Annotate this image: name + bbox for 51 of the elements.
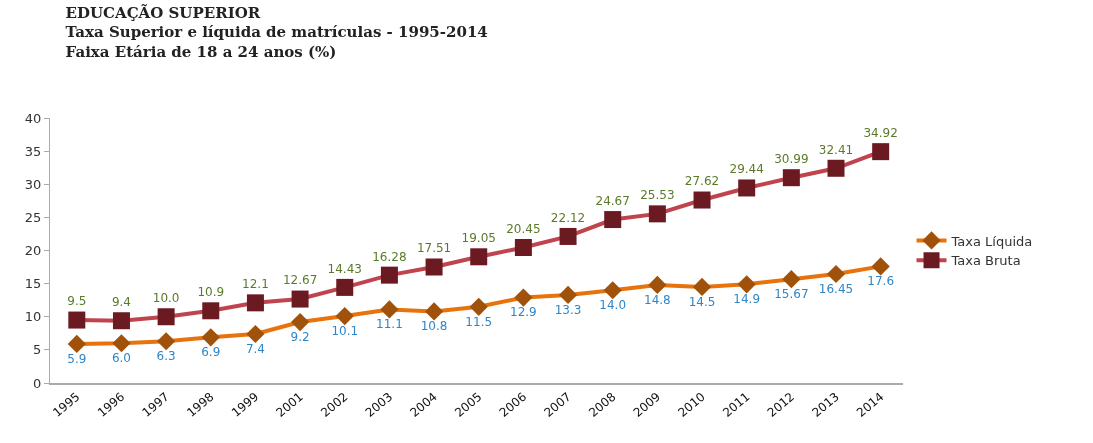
- data-label: 12.9: [510, 305, 537, 320]
- data-label: 14.0: [599, 298, 627, 312]
- data-label: 29.44: [729, 162, 764, 177]
- data-label: 6.0: [111, 351, 132, 365]
- legend-label: Taxa Bruta: [950, 253, 1021, 269]
- chart-subtitle: Taxa Superior e líquida de matrículas - 1995-2014 Faixa Etária de 18 a 24 anos (%): [65, 23, 488, 61]
- data-label: 17.6: [867, 274, 895, 289]
- y-tick-label: 20: [24, 243, 42, 259]
- data-label: 6.3: [156, 349, 176, 364]
- data-label: 10.8: [420, 319, 448, 334]
- data-label: 9.4: [111, 295, 132, 310]
- data-label: 22.12: [550, 210, 586, 225]
- data-label: 12.67: [282, 273, 318, 288]
- data-label: 14.43: [327, 261, 362, 276]
- y-tick-label: 15: [24, 276, 42, 292]
- data-label: 30.99: [774, 152, 809, 167]
- data-label: 17.51: [416, 241, 452, 256]
- data-label: 12.1: [242, 277, 269, 292]
- data-label: 11.1: [376, 317, 403, 332]
- data-label: 24.67: [595, 193, 630, 208]
- data-label: 32.41: [818, 142, 854, 157]
- data-label: 5.9: [67, 351, 87, 366]
- data-label: 20.45: [506, 221, 541, 236]
- data-label: 15.67: [774, 286, 809, 301]
- data-label: 6.9: [201, 345, 221, 360]
- chart-title: EDUCAÇÃO SUPERIOR: [65, 2, 261, 22]
- data-label: 14.8: [644, 292, 671, 307]
- y-tick-label: 40: [24, 110, 42, 126]
- data-label: 34.92: [863, 126, 898, 141]
- data-label: 10.0: [152, 291, 180, 306]
- data-label: 16.45: [818, 281, 854, 296]
- y-tick-label: 0: [33, 375, 42, 391]
- data-label: 25.53: [640, 188, 675, 203]
- y-tick-label: 5: [33, 342, 42, 358]
- data-label: 14.5: [688, 294, 716, 309]
- data-label: 27.62: [684, 174, 720, 189]
- data-label: 9.5: [67, 294, 87, 309]
- data-label: 10.1: [331, 323, 359, 338]
- y-tick-label: 10: [24, 309, 42, 325]
- data-label: 13.3: [554, 302, 582, 317]
- y-tick-label: 30: [24, 176, 42, 192]
- data-label: 19.05: [461, 231, 496, 246]
- data-label: 10.9: [197, 285, 225, 300]
- data-label: 9.2: [290, 329, 310, 344]
- data-label: 14.9: [733, 292, 761, 307]
- y-tick-label: 25: [24, 209, 42, 225]
- data-label: 7.4: [245, 341, 265, 356]
- legend-label: Taxa Líquida: [950, 233, 1033, 249]
- data-label: 16.28: [372, 249, 407, 264]
- data-label: 11.5: [465, 314, 493, 329]
- y-tick-label: 35: [24, 143, 42, 159]
